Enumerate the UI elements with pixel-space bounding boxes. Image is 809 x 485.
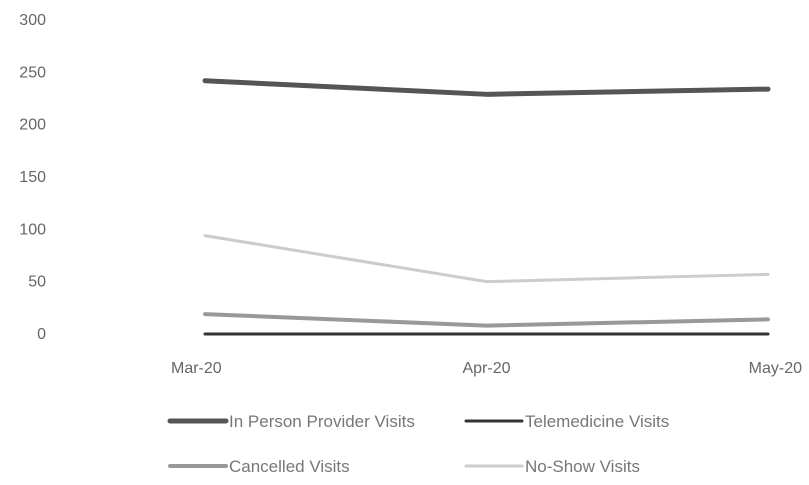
x-tick-label: Mar-20 [171, 360, 222, 377]
legend-item: Telemedicine Visits [464, 412, 669, 431]
y-tick-label: 0 [37, 326, 46, 343]
x-tick-label: Apr-20 [462, 360, 510, 377]
legend-label: In Person Provider Visits [229, 412, 415, 431]
legend: In Person Provider Visits Telemedicine Vi… [167, 412, 669, 476]
legend-item: No-Show Visits [464, 457, 640, 476]
y-tick-label: 50 [28, 274, 46, 291]
y-axis: 0 50 100 150 200 250 300 [19, 12, 46, 343]
legend-item: In Person Provider Visits [167, 412, 415, 431]
y-tick-label: 200 [19, 117, 46, 134]
series-line [203, 312, 770, 328]
series-line [203, 234, 770, 284]
legend-label: Telemedicine Visits [525, 412, 669, 431]
y-tick-label: 300 [19, 12, 46, 29]
legend-label: No-Show Visits [525, 457, 640, 476]
y-tick-label: 250 [19, 64, 46, 81]
y-tick-label: 150 [19, 169, 46, 186]
series-line [202, 78, 771, 97]
series-lines [202, 78, 771, 336]
legend-item: Cancelled Visits [168, 457, 350, 476]
legend-label: Cancelled Visits [229, 457, 350, 476]
x-axis: Mar-20 Apr-20 May-20 [171, 360, 802, 377]
y-tick-label: 100 [19, 221, 46, 238]
x-tick-label: May-20 [749, 360, 802, 377]
